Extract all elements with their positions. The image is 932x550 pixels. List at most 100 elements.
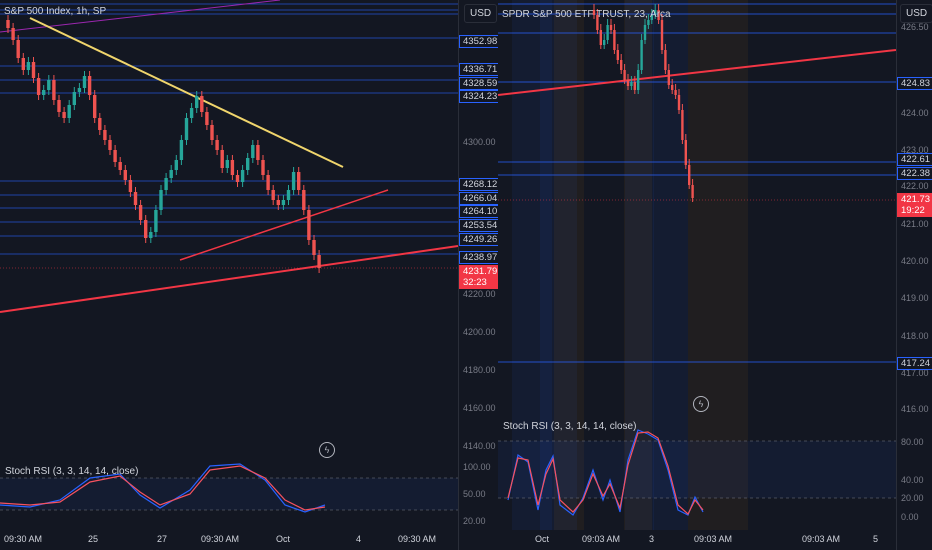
level-price-tag: 4268.12 <box>459 178 499 191</box>
time-label: 09:03 AM <box>582 534 621 544</box>
lightning-icon[interactable]: ϟ <box>319 442 335 458</box>
spx-stoch-rsi-legend[interactable]: Stoch RSI (3, 3, 14, 14, close) <box>5 466 139 477</box>
candle-body <box>113 150 117 162</box>
level-price-tag: 4249.26 <box>459 233 499 246</box>
candle-body <box>6 20 10 28</box>
candle-body <box>62 112 66 118</box>
price-tick: 421.00 <box>901 219 929 229</box>
rsi-tick: 50.00 <box>463 489 486 499</box>
trend-line <box>29 17 344 168</box>
candle-body <box>200 96 204 112</box>
candle-body <box>281 200 286 205</box>
level-price-tag: 4352.98 <box>459 35 499 48</box>
candle-body <box>286 190 291 200</box>
spx-currency-button[interactable]: USD <box>464 4 498 23</box>
price-tick: 4180.00 <box>463 365 496 375</box>
time-label: 25 <box>88 534 99 544</box>
rsi-band <box>498 441 896 498</box>
candle-body <box>691 185 694 198</box>
candle-body <box>108 140 112 150</box>
price-tick: 4220.00 <box>463 289 496 299</box>
rsi-tick: 80.00 <box>901 437 924 447</box>
level-price-tag: 4264.10 <box>459 205 499 218</box>
spy-price-axis[interactable]: USD 426.50 424.00 423.00 422.00 421.00 4… <box>896 0 932 550</box>
candle-body <box>189 108 194 118</box>
candle-body <box>47 80 51 90</box>
candle-body <box>291 172 296 190</box>
candle-body <box>220 150 224 168</box>
candle-body <box>31 62 36 78</box>
candle-body <box>42 90 46 95</box>
candle-body <box>138 205 143 220</box>
candle-body <box>684 140 687 165</box>
level-price-tag: 417.24 <box>897 357 932 370</box>
candle-body <box>637 70 640 90</box>
candle-body <box>657 10 660 20</box>
candle-body <box>169 170 173 178</box>
spx-chart-canvas[interactable] <box>0 0 458 550</box>
spy-chart-canvas[interactable] <box>498 0 896 550</box>
bar-countdown: 19:22 <box>901 205 925 216</box>
spy-legend[interactable]: SPDR S&P 500 ETF TRUST, 23, Arca <box>502 9 671 20</box>
candle-body <box>251 145 255 158</box>
price-tick: 426.50 <box>901 22 929 32</box>
spy-chart-pane[interactable]: SPDR S&P 500 ETF TRUST, 23, Arca Stoch R… <box>498 0 896 550</box>
candle-body <box>660 20 664 50</box>
level-price-tag: 4336.71 <box>459 63 499 76</box>
candle-body <box>159 190 163 210</box>
candle-body <box>674 90 677 95</box>
candle-body <box>633 82 636 90</box>
price-tick: 418.00 <box>901 331 929 341</box>
spy-currency-button[interactable]: USD <box>900 4 932 23</box>
spx-legend[interactable]: S&P 500 Index, 1h, SP <box>4 6 107 17</box>
spx-price-axis[interactable]: USD 4300.00 4220.00 4200.00 4180.00 4160… <box>458 0 499 550</box>
candle-body <box>609 25 613 30</box>
time-label: 09:30 AM <box>398 534 437 544</box>
candle-body <box>128 180 133 192</box>
session-background <box>512 0 552 530</box>
candle-body <box>307 210 311 240</box>
level-price-tag: 424.83 <box>897 77 932 90</box>
lightning-icon[interactable]: ϟ <box>693 396 709 412</box>
candle-body <box>215 140 219 150</box>
candle-body <box>72 92 76 105</box>
candle-body <box>603 40 606 45</box>
candle-body <box>230 160 235 175</box>
price-tick: 422.00 <box>901 181 929 191</box>
candle-body <box>57 100 61 112</box>
candle-body <box>647 20 650 25</box>
candle-body <box>77 88 82 92</box>
candle-body <box>36 78 41 95</box>
rsi-band <box>0 478 458 510</box>
candle-body <box>225 160 229 168</box>
time-label: 09:30 AM <box>4 534 43 544</box>
candle-body <box>21 58 25 70</box>
candle-body <box>133 192 138 205</box>
bar-countdown: 32:23 <box>463 277 487 288</box>
price-tick: 4200.00 <box>463 327 496 337</box>
candle-body <box>664 50 667 70</box>
candle-body <box>677 95 681 110</box>
last-price-tag: 4231.79 32:23 <box>459 265 499 289</box>
session-background <box>625 0 654 530</box>
level-price-tag: 4266.04 <box>459 192 499 205</box>
spx-chart-pane[interactable]: S&P 500 Index, 1h, SP Stoch RSI (3, 3, 1… <box>0 0 458 550</box>
rsi-tick: 20.00 <box>901 493 924 503</box>
time-label: 09:30 AM <box>201 534 240 544</box>
price-tick: 419.00 <box>901 293 929 303</box>
session-background <box>688 0 748 530</box>
candle-body <box>606 25 609 40</box>
candle-body <box>93 95 97 118</box>
candle-body <box>98 118 102 130</box>
rsi-d-line <box>0 465 326 511</box>
candle-body <box>240 170 245 182</box>
spy-stoch-rsi-legend[interactable]: Stoch RSI (3, 3, 14, 14, close) <box>503 421 637 432</box>
price-tick: 417.00 <box>901 368 929 378</box>
candle-body <box>266 175 270 190</box>
price-tick: 423.00 <box>901 145 929 155</box>
rsi-d-line <box>507 431 704 515</box>
candle-body <box>271 190 275 200</box>
candle-body <box>592 10 596 15</box>
time-label: 09:03 AM <box>802 534 841 544</box>
candle-body <box>596 15 599 30</box>
